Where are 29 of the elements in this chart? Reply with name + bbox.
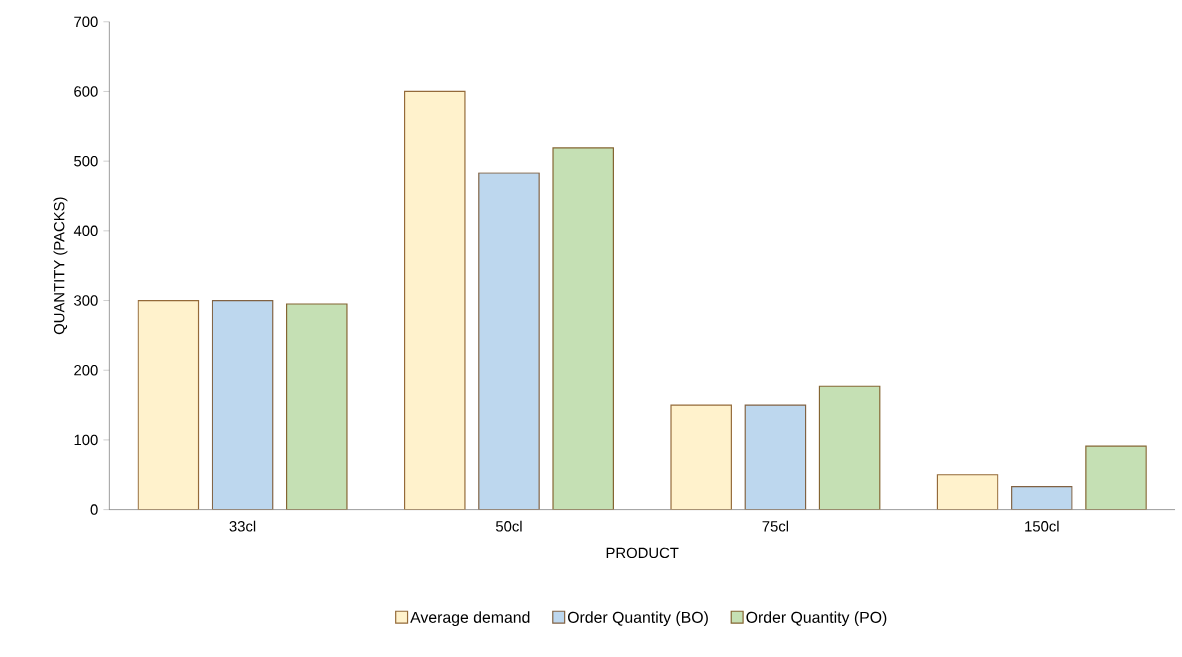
x-tick-label: 50cl <box>495 520 522 532</box>
legend-label: Order Quantity (PO) <box>746 611 887 627</box>
bar <box>285 303 348 510</box>
y-axis-title: QUANTITY (PACKS) <box>53 197 68 335</box>
y-tick-label: 0 <box>90 504 98 515</box>
y-tick-label: 100 <box>74 434 98 446</box>
legend-label: Average demand <box>410 611 530 627</box>
legend-label: Order Quantity (BO) <box>567 611 708 627</box>
bar <box>936 474 999 510</box>
y-tick-label: 200 <box>74 364 98 376</box>
bar <box>478 172 540 510</box>
y-tick-label: 500 <box>74 155 98 167</box>
bar <box>744 404 807 510</box>
bar <box>1085 445 1147 510</box>
bar <box>211 299 274 510</box>
x-tick-label: 33cl <box>229 520 256 532</box>
bar <box>670 404 732 510</box>
bar <box>818 385 881 510</box>
x-tick-label: 150cl <box>1025 520 1059 532</box>
bar <box>1011 486 1073 510</box>
y-tick-label: 300 <box>74 295 98 306</box>
x-axis-title: PRODUCT <box>606 547 679 559</box>
y-tick-label: 400 <box>73 225 98 237</box>
x-tick-label: 75cl <box>762 520 789 532</box>
y-tick-label: 700 <box>74 16 98 27</box>
bar <box>403 90 466 510</box>
bar <box>552 147 614 510</box>
y-tick-label: 600 <box>74 86 98 97</box>
bar <box>137 299 200 510</box>
